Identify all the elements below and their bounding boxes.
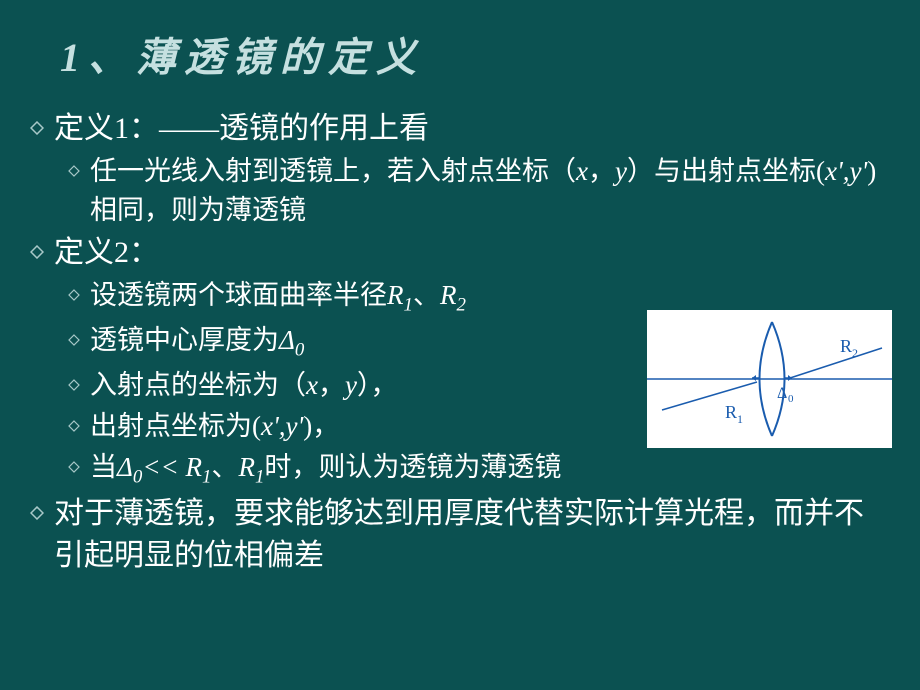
svg-text:2: 2 — [852, 346, 858, 360]
bullet-icon — [68, 419, 80, 431]
lens-diagram: R 1 R 2 Δ 0 — [647, 310, 892, 448]
definition2-sub3: 入射点的坐标为（x，y）， — [68, 366, 628, 405]
bullet-icon — [68, 164, 80, 176]
definition2-sub1-text: 设透镜两个球面曲率半径R1、R2 — [90, 276, 466, 319]
bullet-icon — [30, 506, 44, 520]
bullet-icon — [68, 378, 80, 390]
definition2-label: 定义2： — [54, 232, 159, 274]
definition2-sub4-text: 出射点坐标为(x',y')， — [90, 407, 339, 446]
definition2-sub2-text: 透镜中心厚度为Δ0 — [90, 321, 304, 364]
page-title: 1、薄透镜的定义 — [60, 25, 920, 83]
definition1-heading: 定义1：——透镜的作用上看 — [30, 108, 890, 150]
definition1-sub1: 任一光线入射到透镜上，若入射点坐标（x，y）与出射点坐标(x',y')相同，则为… — [68, 152, 890, 230]
svg-text:1: 1 — [737, 412, 743, 426]
conclusion-text: 对于薄透镜，要求能够达到用厚度代替实际计算光程，而并不引起明显的位相偏差 — [54, 493, 890, 577]
bullet-icon — [68, 288, 80, 300]
conclusion: 对于薄透镜，要求能够达到用厚度代替实际计算光程，而并不引起明显的位相偏差 — [30, 493, 890, 577]
bullet-icon — [30, 121, 44, 135]
diagram-label-r2: R — [840, 336, 852, 356]
definition2-sub3-text: 入射点的坐标为（x，y）， — [90, 366, 397, 405]
definition2-heading: 定义2： — [30, 232, 890, 274]
definition2-sub2: 透镜中心厚度为Δ0 — [68, 321, 628, 364]
bullet-icon — [30, 245, 44, 259]
bullet-icon — [68, 460, 80, 472]
diagram-label-delta: Δ — [777, 385, 787, 402]
bullet-icon — [68, 333, 80, 345]
definition1-sub1-text: 任一光线入射到透镜上，若入射点坐标（x，y）与出射点坐标(x',y')相同，则为… — [90, 152, 890, 230]
diagram-label-r1: R — [725, 402, 737, 422]
svg-text:0: 0 — [788, 393, 794, 405]
definition1-label: 定义1：——透镜的作用上看 — [54, 108, 429, 150]
definition2-sub1: 设透镜两个球面曲率半径R1、R2 — [68, 276, 628, 319]
definition2-sub5-text: 当Δ0<< R1、R1时，则认为透镜为薄透镜 — [90, 448, 561, 491]
definition2-sub5: 当Δ0<< R1、R1时，则认为透镜为薄透镜 — [68, 448, 890, 491]
definition2-sub4: 出射点坐标为(x',y')， — [68, 407, 628, 446]
